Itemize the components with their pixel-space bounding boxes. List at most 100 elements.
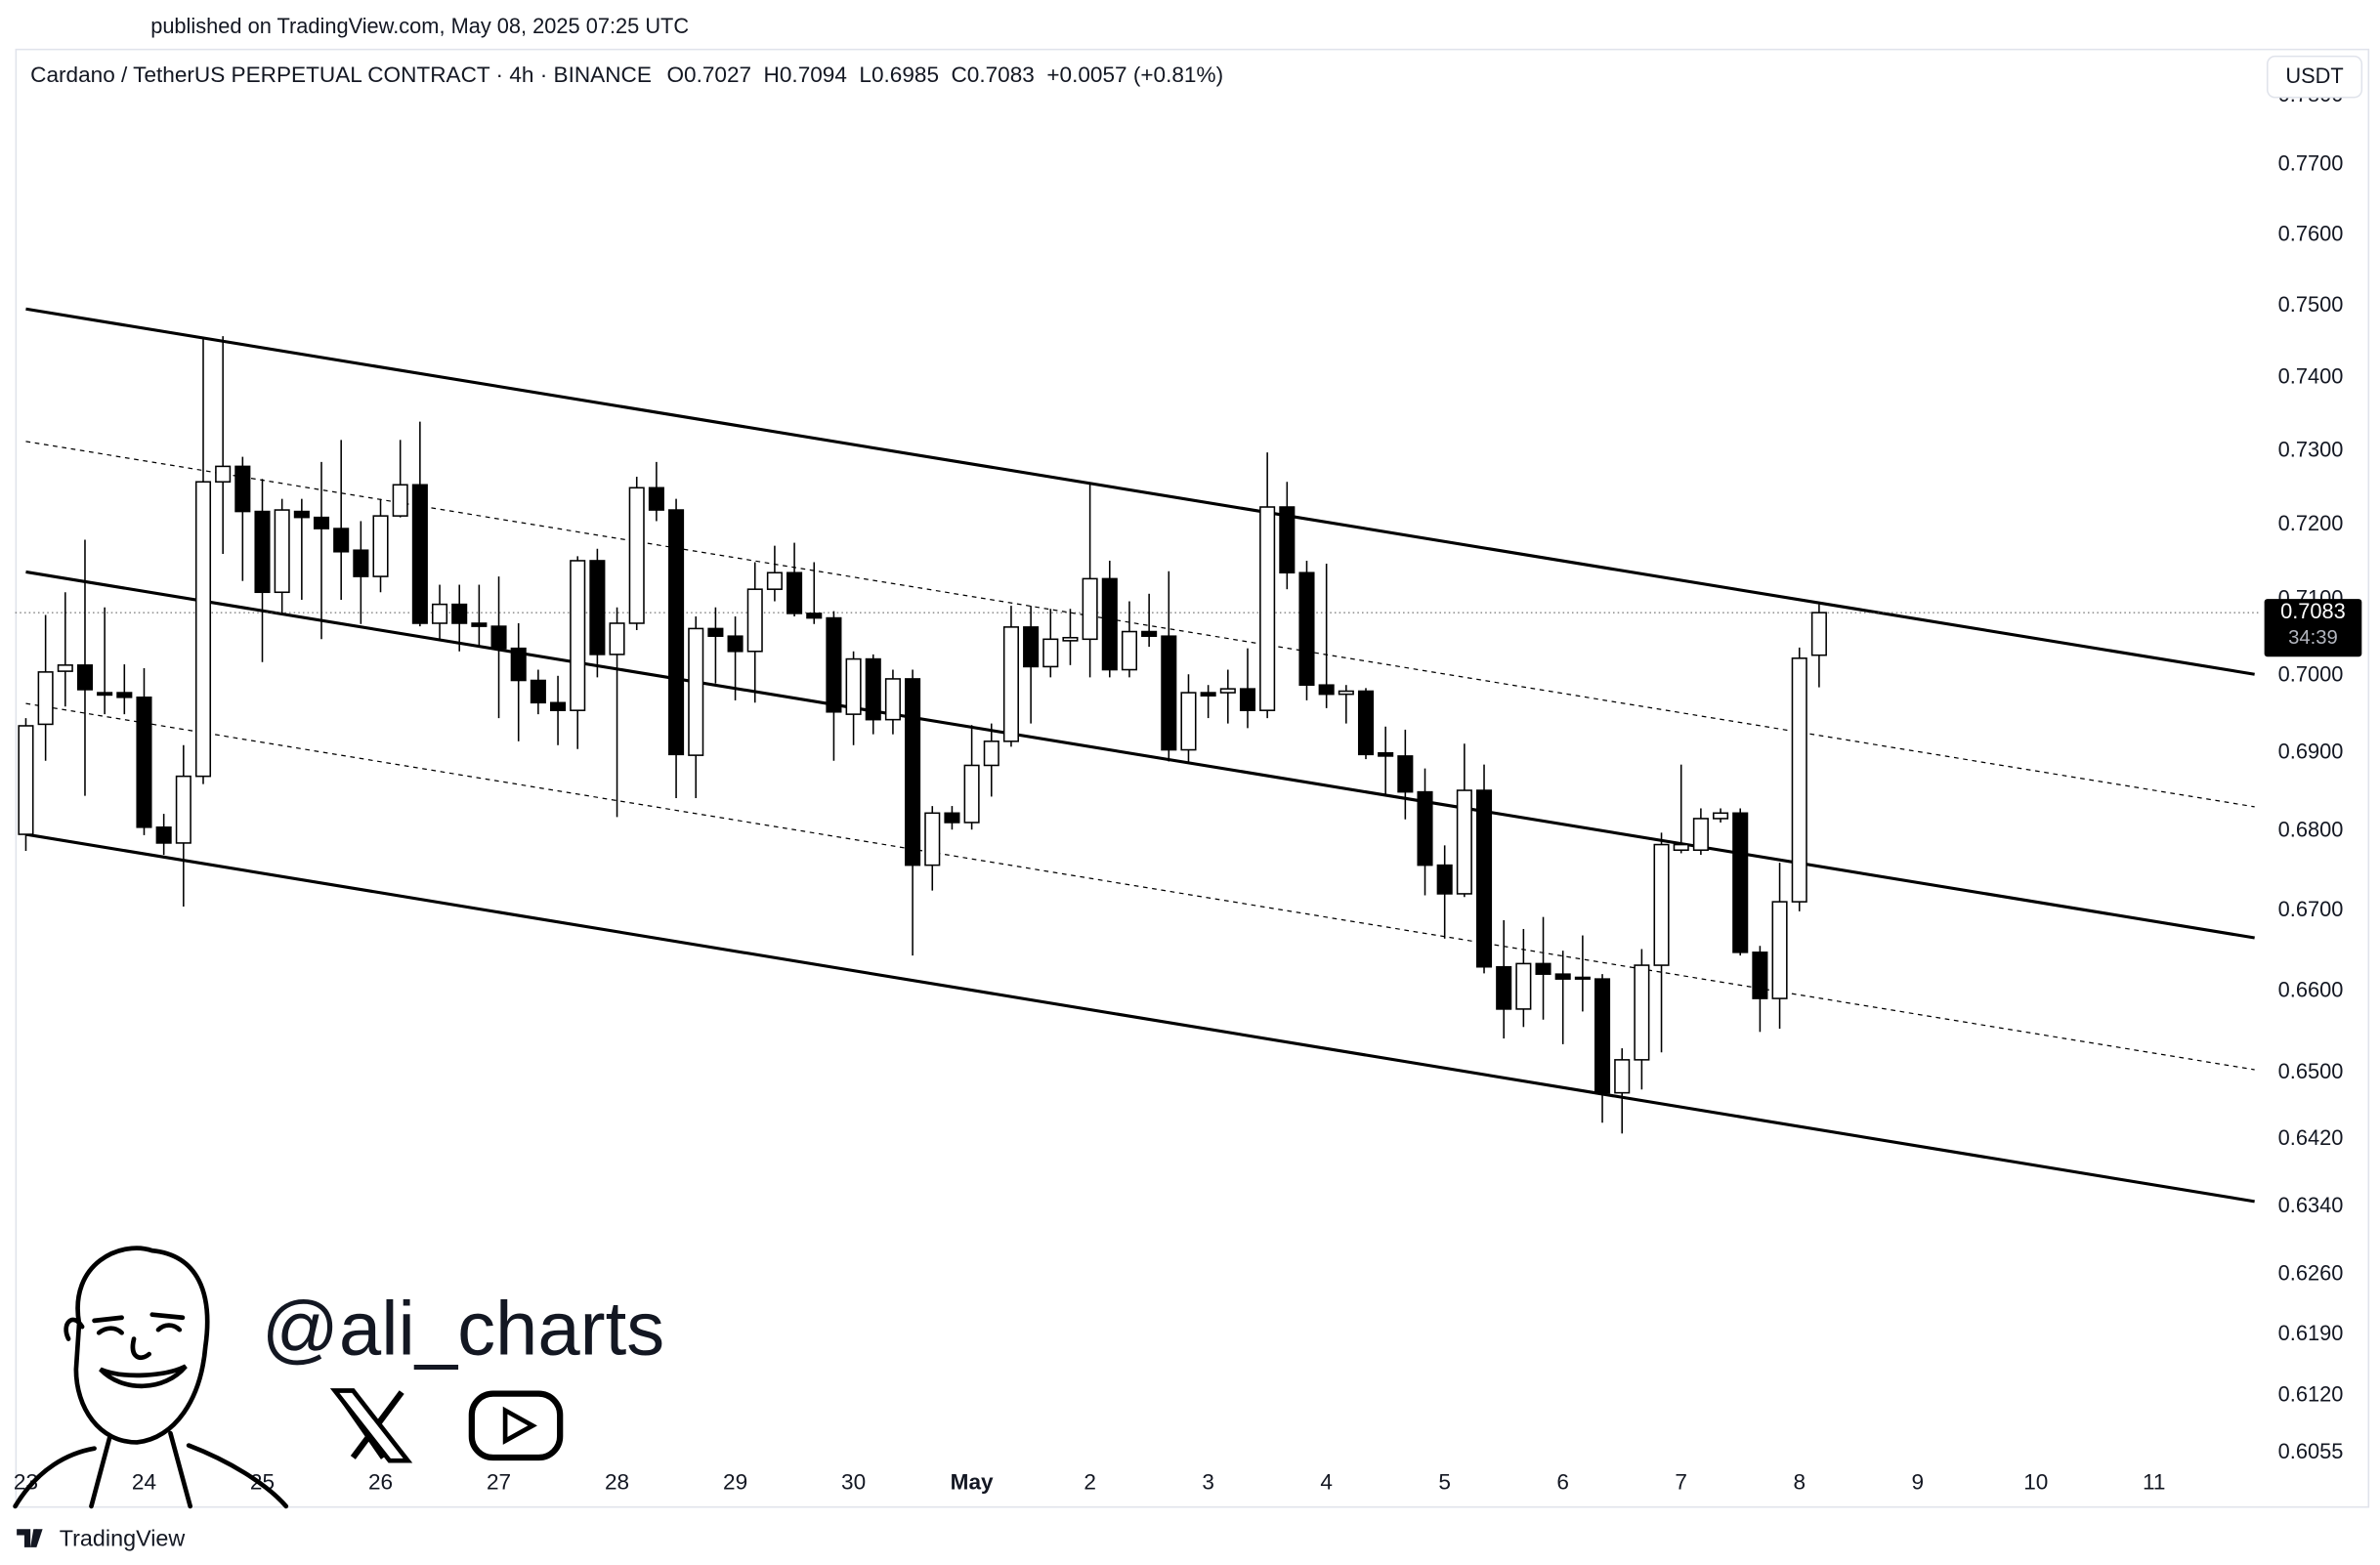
tradingview-logo: TradingView (17, 1525, 185, 1550)
candle-body (1594, 978, 1611, 1094)
candle-body (1791, 657, 1807, 903)
ohlc-legend: C0.7083 (951, 63, 1034, 87)
candle-body (1378, 751, 1394, 757)
candle-body (116, 692, 133, 698)
candle-body (1752, 952, 1768, 999)
y-tick-label: 0.7200 (2278, 511, 2344, 535)
candle-body (1279, 506, 1296, 574)
candle-body (313, 516, 330, 529)
candle-body (1318, 684, 1335, 696)
candle-body (57, 664, 73, 672)
x-tick-label: 24 (132, 1469, 156, 1494)
x-tick-label: 7 (1675, 1469, 1687, 1494)
candle-body (353, 549, 369, 577)
candle-body (589, 560, 606, 656)
candle-body (746, 588, 763, 653)
candle-body (668, 509, 685, 756)
y-tick-label: 0.6055 (2278, 1439, 2344, 1463)
candle-body (806, 613, 823, 619)
candle-body (1161, 635, 1177, 751)
ohlc-legend: +0.0057 (+0.81%) (1046, 63, 1223, 87)
candle-body (1732, 812, 1749, 953)
avatar-eyes (96, 1323, 183, 1335)
candle-body (1180, 692, 1197, 751)
candle-body (510, 647, 527, 682)
candle-body (155, 826, 172, 844)
candle-body (1436, 864, 1453, 895)
y-tick-label: 0.6800 (2278, 818, 2344, 842)
candle-body (1692, 818, 1709, 851)
candle-body (76, 664, 94, 691)
candle-body (845, 657, 862, 715)
candle-body (1456, 789, 1472, 895)
ohlc-legend: L0.6985 (859, 63, 939, 87)
y-tick-label: 0.6340 (2278, 1193, 2344, 1217)
y-tick-label: 0.7300 (2278, 437, 2344, 461)
candle-body (1614, 1059, 1631, 1094)
candle-body (865, 657, 881, 721)
avatar (13, 1246, 289, 1509)
candle-body (884, 678, 901, 721)
overlay: @ali_charts TradingView (13, 1246, 664, 1550)
brand: TradingView (60, 1525, 186, 1550)
candle-body (392, 484, 408, 517)
candle-body (1101, 577, 1118, 671)
y-tick-label: 0.7600 (2278, 221, 2344, 245)
y-tick-label: 0.7000 (2278, 662, 2344, 687)
plot-area: Cardano / TetherUS PERPETUAL CONTRACT · … (14, 55, 2363, 1494)
avatar-body (13, 1430, 289, 1509)
chart-frame (15, 48, 2370, 1508)
candle-body (550, 701, 567, 711)
candle-body (530, 679, 546, 704)
candle-body (1298, 571, 1315, 686)
tv-dot (33, 1529, 40, 1536)
avatar-head (73, 1246, 210, 1445)
candle-body (963, 764, 980, 824)
candle-body (628, 486, 645, 624)
candle-body (18, 725, 34, 835)
x-tick-label: 2 (1084, 1469, 1096, 1494)
watermark-handle: @ali_charts (262, 1286, 664, 1371)
candle-body (1810, 612, 1827, 656)
x-tick-label: 27 (487, 1469, 511, 1494)
youtube-frame (468, 1390, 564, 1461)
avatar-ear (64, 1317, 85, 1341)
y-tick-label: 0.6900 (2278, 739, 2344, 763)
x-tick-label: May (951, 1469, 994, 1494)
candle-body (1200, 692, 1216, 697)
candle-body (1357, 690, 1375, 756)
candle-body (471, 622, 488, 627)
candle-body (490, 625, 507, 650)
candle-body (1496, 965, 1512, 1010)
candle-body (727, 635, 744, 653)
candle-body (1713, 812, 1729, 820)
candle-body (293, 510, 310, 519)
candle-body (234, 465, 251, 513)
trend-line (25, 570, 2255, 940)
y-tick-label: 0.7700 (2278, 151, 2344, 176)
youtube-icon (468, 1390, 564, 1461)
candle-body (136, 697, 152, 828)
candle-body (1219, 688, 1236, 694)
candle-body (194, 481, 212, 778)
candle-body (1397, 755, 1414, 793)
currency-box (2266, 55, 2363, 99)
candle-body (1121, 630, 1138, 671)
candle-body (411, 484, 428, 624)
y-tick-label: 0.7400 (2278, 364, 2344, 389)
candle-body (1554, 973, 1571, 980)
x-tick-label: 11 (2143, 1469, 2165, 1494)
candle-body (924, 812, 941, 867)
candle-body (648, 486, 664, 511)
trend-line (25, 307, 2255, 676)
candle-body (570, 560, 586, 711)
candle-body (1259, 506, 1276, 711)
x-tick-label: 9 (1911, 1469, 1924, 1494)
candle-body (451, 603, 468, 624)
x-tick-label: 30 (841, 1469, 866, 1494)
y-tick-label: 0.7500 (2278, 292, 2344, 317)
y-tick-label: 0.6700 (2278, 897, 2344, 921)
y-tick-label: 0.6500 (2278, 1059, 2344, 1083)
candle-body (1653, 843, 1670, 966)
